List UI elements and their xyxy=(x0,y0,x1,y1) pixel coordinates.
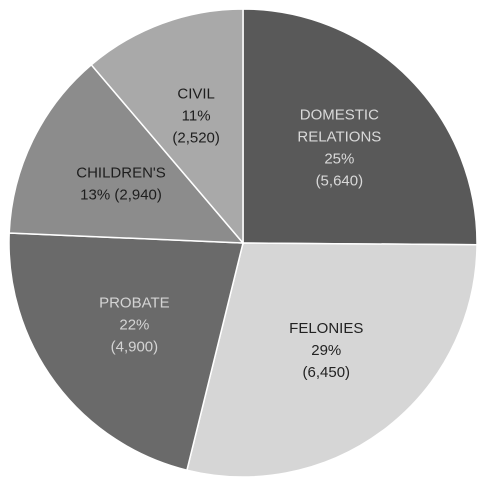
pie-label-line: (2,520) xyxy=(172,130,220,147)
pie-label-line: 13% (2,940) xyxy=(80,186,162,203)
pie-label-probate: PROBATE 22% (4,900) xyxy=(99,294,170,355)
pie-label-line: (4,900) xyxy=(111,338,159,355)
pie-label-line: CIVIL xyxy=(177,86,215,103)
pie-label-line: DOMESTIC xyxy=(300,106,379,123)
pie-label-line: PROBATE xyxy=(99,294,170,311)
pie-slice-felonies xyxy=(185,242,478,478)
pie-label-children-s: CHILDREN'S 13% (2,940) xyxy=(76,164,166,203)
pie-label-line: (5,640) xyxy=(316,172,364,189)
pie-label-line: CHILDREN'S xyxy=(76,164,166,181)
pie-label-line: 22% xyxy=(119,316,149,333)
pie-label-line: RELATIONS xyxy=(297,128,381,145)
pie-slice-domestic-relations xyxy=(242,8,478,246)
pie-slices xyxy=(8,8,478,478)
pie-labels: DOMESTIC RELATIONS 25% (5,640) FELONIES 29% (6… xyxy=(76,86,381,382)
pie-slice-probate xyxy=(8,232,244,472)
pie-slice-children-s xyxy=(8,63,245,244)
pie-label-domestic-relations: DOMESTIC RELATIONS 25% (5,640) xyxy=(297,106,381,189)
pie-label-line: 11% xyxy=(182,108,211,125)
pie-label-felonies: FELONIES 29% (6,450) xyxy=(289,320,363,381)
pie-label-line: FELONIES xyxy=(289,320,363,337)
pie-label-line: 29% xyxy=(311,342,341,359)
pie-label-civil: CIVIL 11% (2,520) xyxy=(172,86,220,147)
pie-label-line: (6,450) xyxy=(303,364,351,381)
pie-label-line: 25% xyxy=(324,150,354,167)
pie-slice-civil xyxy=(90,8,244,246)
